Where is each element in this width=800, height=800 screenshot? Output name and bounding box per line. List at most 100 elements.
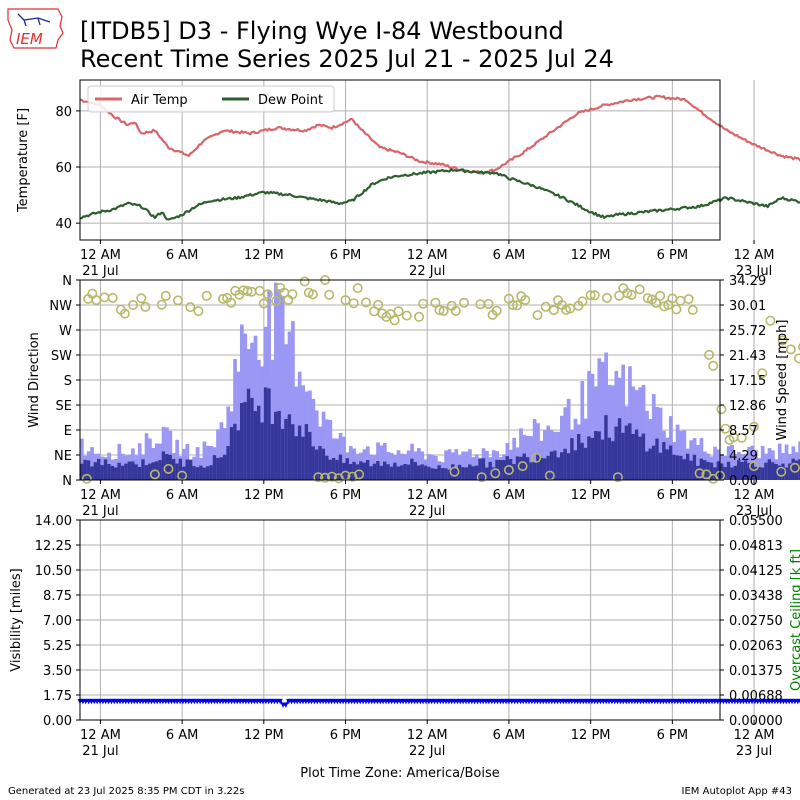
wind-direction-point: [156, 299, 167, 310]
wind-bar: [83, 459, 88, 480]
wind-direction-point: [531, 452, 542, 463]
visibility-axis-label: Visibility [miles]: [9, 568, 24, 671]
wind-x-axis: 12 AM 6 AM 12 PM 6 PM 12 AM 6 AM 12 PM 6 PM 12 A…: [80, 480, 774, 519]
x-tick-label: 12 AM: [734, 728, 775, 743]
wind-bar: [573, 450, 578, 480]
wind-direction-point: [512, 300, 523, 311]
logo-text: IEM: [16, 30, 43, 48]
wind-bar: [148, 463, 152, 480]
wind-bar: [607, 437, 612, 480]
gust-bar: [233, 359, 237, 480]
wind-bar: [685, 453, 690, 480]
gust-bar: [607, 384, 612, 480]
gust-bar: [464, 451, 469, 480]
wind-bar: [93, 462, 98, 480]
wind-bar: [491, 467, 496, 480]
gust-bar: [679, 430, 683, 480]
wind-direction-point: [798, 342, 800, 351]
gust-bar: [379, 445, 384, 480]
wind-y-axis-right: 34.29 30.01 25.72 21.43 17.15 12.86 8.57 4.29 0.…: [720, 274, 766, 489]
wind-bar: [743, 460, 748, 480]
y-tick-label: 0.02750: [729, 614, 783, 629]
y-tick-label: S: [64, 374, 72, 389]
gust-bar: [148, 438, 152, 480]
wind-bar: [97, 458, 101, 480]
gust-bar: [209, 446, 214, 480]
y-tick-label: 0.05500: [729, 514, 783, 529]
gust-bar: [294, 386, 299, 480]
wind-bar: [328, 459, 333, 480]
wind-direction-point: [491, 305, 502, 316]
wind-bar: [628, 423, 632, 480]
wind-bar: [662, 442, 666, 480]
wind-bar: [651, 445, 656, 480]
wind-bar: [240, 403, 244, 480]
wind-bar: [246, 388, 251, 480]
wind-bar: [243, 401, 248, 480]
x-tick-label: 12 AM: [80, 248, 121, 263]
wind-bar: [546, 455, 551, 480]
wind-bar: [199, 465, 203, 480]
x-tick-label: 12 PM: [244, 728, 284, 743]
wind-direction-point: [626, 289, 637, 300]
gust-bar: [137, 443, 142, 480]
y-tick-label: SE: [56, 399, 72, 414]
gust-bar: [325, 419, 329, 480]
wind-bar: [331, 458, 336, 480]
wind-bar: [270, 424, 275, 480]
wind-direction-point: [354, 469, 365, 480]
wind-bar: [144, 465, 149, 480]
gust-bar: [542, 430, 547, 480]
wind-bar: [137, 467, 142, 480]
wind-bar: [308, 431, 312, 480]
wind-bar: [679, 455, 683, 480]
wind-bar: [481, 458, 486, 480]
gust-bar: [335, 438, 340, 480]
y-tick-label: W: [59, 324, 72, 339]
y-tick-label: 17.15: [729, 374, 766, 389]
wind-bar: [168, 454, 173, 480]
gust-bar: [512, 437, 517, 480]
wind-bar: [291, 424, 295, 480]
wind-bar: [668, 445, 673, 480]
wind-bar: [226, 446, 231, 480]
gust-bar: [311, 399, 316, 480]
wind-bar: [757, 467, 762, 480]
x-tick-label: 12 AM: [80, 488, 121, 503]
gust-bar: [182, 448, 186, 480]
gust-bar: [342, 436, 346, 480]
wind-direction-point: [612, 472, 623, 483]
wind-bar: [274, 411, 278, 480]
gust-bar: [165, 427, 169, 480]
gust-bar: [144, 433, 149, 480]
wind-direction-point: [193, 306, 204, 317]
wind-bar: [641, 433, 646, 480]
wind-bar: [440, 468, 445, 480]
wind-direction-point: [414, 311, 425, 322]
wind-direction-point: [765, 315, 776, 326]
ceiling-axis-label: Overcast Ceiling [k ft]: [789, 549, 800, 691]
wind-direction-point: [507, 299, 518, 310]
wind-bar: [386, 464, 391, 480]
gust-bar: [314, 410, 319, 480]
wind-bar: [716, 461, 721, 480]
wind-direction-point: [99, 292, 110, 303]
wind-direction-point: [258, 298, 269, 309]
x-tick-label: 6 AM: [166, 728, 199, 743]
y-tick-label: 25.72: [729, 324, 766, 339]
wind-bar: [696, 465, 700, 480]
footer-app: IEM Autoplot App #43: [682, 786, 792, 797]
wind-bar: [794, 460, 799, 480]
wind-bar: [624, 425, 629, 480]
wind-direction-point: [287, 289, 298, 300]
temperature-x-axis: 12 AM 6 AM 12 PM 6 PM 12 AM 6 AM 12 PM 6 PM 12 A…: [80, 240, 774, 279]
x-date-label: 22 Jul: [409, 504, 445, 519]
gust-bar: [658, 407, 663, 480]
gust-bar: [573, 418, 578, 480]
wind-bar: [80, 463, 84, 480]
wind-direction-point: [393, 306, 404, 317]
wind-bar: [740, 462, 745, 480]
wind-direction-point: [262, 289, 273, 300]
visibility-marker: [277, 698, 283, 705]
y-tick-label: SW: [51, 349, 72, 364]
